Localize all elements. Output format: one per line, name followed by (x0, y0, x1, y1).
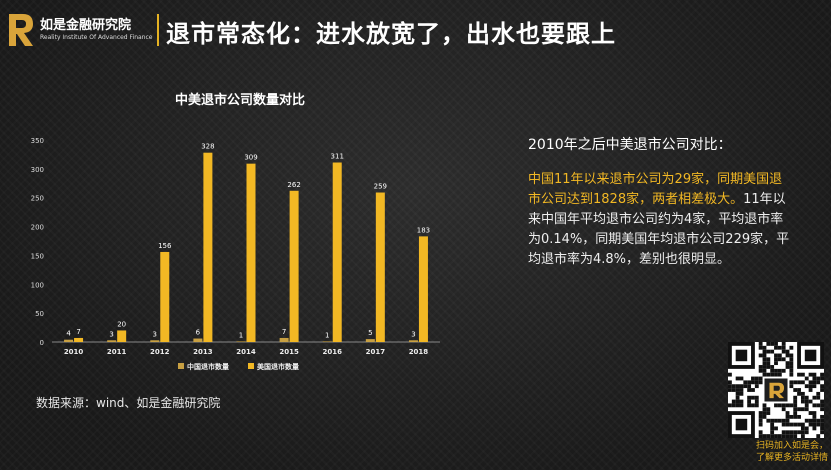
data-label-china: 3 (153, 330, 157, 338)
bar-usa (117, 330, 127, 342)
data-label-china: 1 (239, 331, 243, 339)
bar-usa (332, 162, 342, 342)
y-tick-label: 250 (31, 195, 44, 203)
x-tick-label: 2013 (193, 348, 213, 356)
qr-block: 扫码加入如是会， 了解更多活动详情 (724, 342, 828, 467)
bar-china (236, 341, 246, 342)
legend-swatch-china (178, 363, 184, 369)
bar-china (408, 340, 418, 342)
x-tick-label: 2016 (322, 348, 342, 356)
legend-label-china: 中国退市数量 (187, 362, 229, 371)
data-label-china: 5 (368, 329, 372, 337)
bar-china (107, 340, 117, 342)
summary-body: 中国11年以来退市公司为29家，同期美国退市公司达到1828家，两者相差极大。1… (528, 170, 793, 270)
bar-china (322, 341, 332, 342)
y-tick-label: 0 (40, 339, 44, 347)
y-tick-label: 150 (31, 252, 44, 260)
x-tick-label: 2014 (236, 348, 256, 356)
bar-usa (160, 251, 170, 342)
data-label-china: 7 (282, 328, 286, 336)
x-tick-label: 2018 (409, 348, 429, 356)
data-label-china: 1 (325, 331, 329, 339)
logo: 如是金融研究院 Reality Institute Of Advanced Fi… (6, 10, 156, 52)
summary-highlight: 中国11年以来退市公司为29家，同期美国退市公司达到1828家，两者相差极大。 (528, 172, 783, 207)
qr-caption-line1: 扫码加入如是会， (755, 441, 828, 451)
legend-label-usa: 美国退市数量 (257, 362, 299, 371)
data-label-china: 6 (196, 329, 201, 337)
summary-panel: 2010年之后中美退市公司对比： 中国11年以来退市公司为29家，同期美国退市公… (528, 134, 793, 270)
bar-usa (203, 152, 213, 342)
chart-title: 中美退市公司数量对比 (175, 92, 305, 108)
data-label-china: 3 (109, 330, 113, 338)
bar-china (64, 339, 74, 342)
bar-usa (74, 337, 84, 342)
data-label-usa: 183 (417, 226, 430, 234)
y-tick-label: 50 (35, 310, 44, 318)
logo-cn: 如是金融研究院 (40, 18, 132, 33)
logo-r-icon (9, 14, 33, 46)
bar-china (193, 338, 203, 342)
bar-china (365, 339, 375, 342)
x-tick-label: 2010 (64, 348, 84, 356)
data-label-usa: 311 (331, 153, 344, 161)
header: 如是金融研究院 Reality Institute Of Advanced Fi… (0, 0, 831, 60)
qr-caption: 扫码加入如是会， 了解更多活动详情 (724, 440, 828, 464)
logo-en: Reality Institute Of Advanced Finance (40, 34, 153, 41)
qr-caption-line2: 了解更多活动详情 (755, 453, 828, 463)
data-label-usa: 262 (287, 181, 300, 189)
data-label-usa: 7 (76, 328, 80, 336)
bar-usa (246, 163, 256, 342)
bar-usa (289, 190, 299, 342)
x-tick-label: 2012 (150, 348, 170, 356)
data-label-usa: 20 (117, 320, 126, 328)
summary-title: 2010年之后中美退市公司对比： (528, 137, 732, 153)
data-label-usa: 328 (201, 143, 214, 151)
y-tick-label: 300 (31, 166, 44, 174)
y-tick-label: 200 (31, 224, 44, 232)
data-label-usa: 309 (244, 154, 257, 162)
y-tick-label: 100 (31, 281, 44, 289)
bar-china (279, 337, 289, 342)
data-source: 数据来源：wind、如是金融研究院 (36, 396, 221, 410)
qr-code-icon (728, 342, 824, 438)
data-label-china: 4 (66, 330, 71, 338)
title-divider (157, 14, 159, 46)
legend-swatch-usa (248, 363, 254, 369)
page-title: 退市常态化：进水放宽了，出水也要跟上 (166, 19, 616, 48)
data-label-usa: 156 (158, 242, 172, 250)
x-tick-label: 2011 (107, 348, 127, 356)
data-label-china: 3 (411, 330, 415, 338)
data-label-usa: 259 (374, 183, 387, 191)
bar-usa (418, 236, 428, 342)
summary-text: 11年以来中国年平均退市公司约为4家，平均退市率为0.14%，同期美国年均退市公… (528, 192, 790, 267)
y-tick-label: 350 (31, 137, 44, 145)
bar-china (150, 340, 160, 342)
x-tick-label: 2017 (366, 348, 386, 356)
x-tick-label: 2015 (279, 348, 299, 356)
bar-usa (375, 192, 385, 342)
